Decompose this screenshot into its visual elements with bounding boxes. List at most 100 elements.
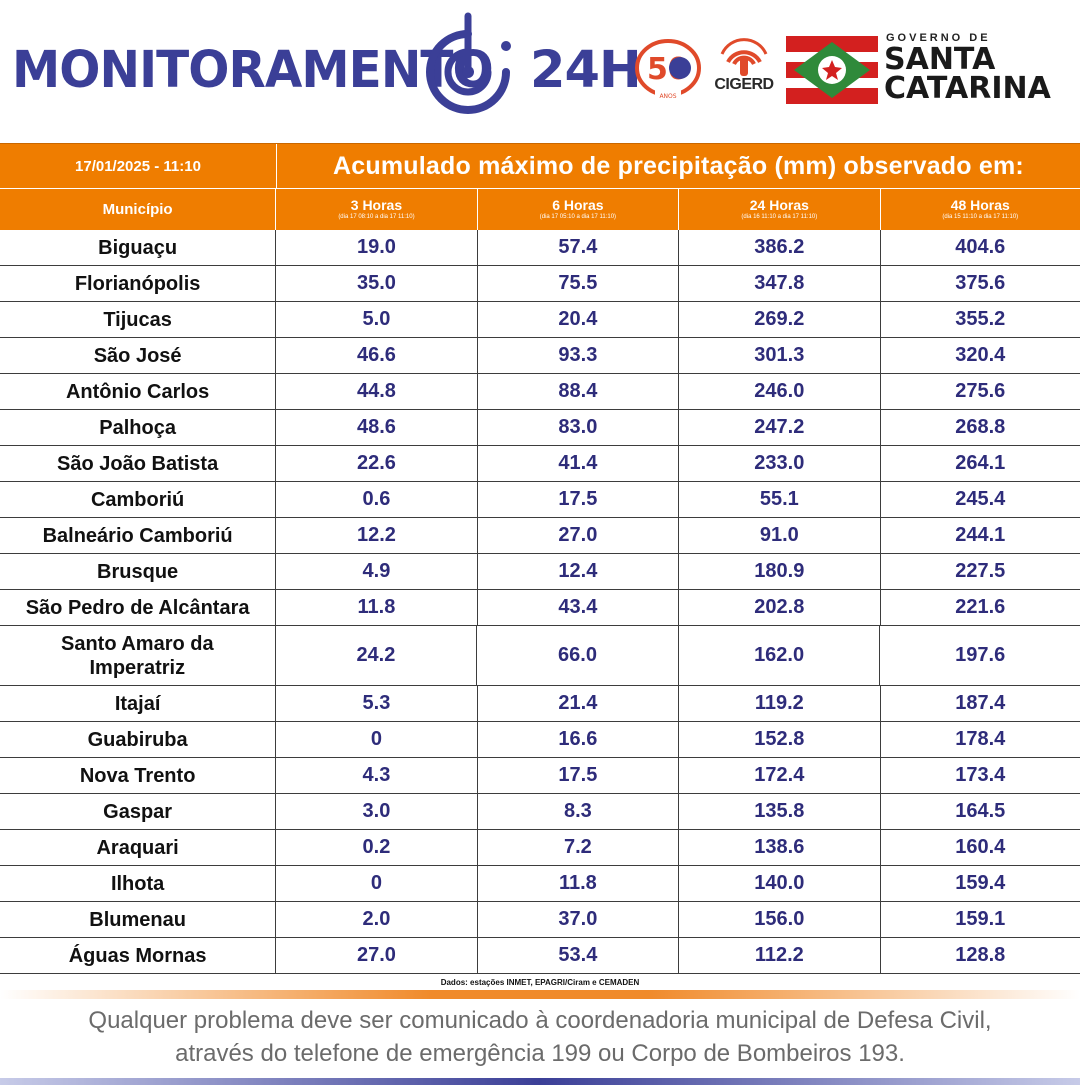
table-header-columns: Município 3 Horas (dia 17 08:10 a dia 17…	[0, 189, 1080, 230]
municipio-name: Tijucas	[0, 302, 277, 337]
value-24h: 152.8	[679, 722, 881, 757]
municipio-name: Florianópolis	[0, 266, 277, 301]
value-48h: 221.6	[955, 596, 1006, 618]
value-24h: 386.2	[679, 230, 881, 265]
municipio-name: São João Batista	[0, 446, 277, 481]
value-3h: 11.8	[276, 590, 478, 625]
table-row: Araquari 0.2 7.2 138.6 160.4	[0, 830, 1080, 866]
value-48h: 187.4	[955, 692, 1006, 714]
value-48h: 355.2	[955, 308, 1006, 330]
municipio-name: Itajaí	[0, 686, 277, 721]
value-3h: 12.2	[276, 518, 478, 553]
period-label: 6 Horas	[552, 197, 604, 213]
value-3h: 5.3	[276, 686, 478, 721]
table-row: São José 46.6 93.3 301.3 320.4	[0, 338, 1080, 374]
value-6h: 12.4	[478, 554, 680, 589]
value-24h: 138.6	[679, 830, 881, 865]
value-6h: 53.4	[478, 938, 680, 973]
municipio-name: Camboriú	[0, 482, 277, 517]
table-row: Palhoça 48.6 83.0 247.2 268.8	[0, 410, 1080, 446]
table-row: Guabiruba 0 16.6 152.8 178.4	[0, 722, 1080, 758]
column-header-48h: 48 Horas (dia 15 11:10 a dia 17 11:10)	[881, 189, 1080, 230]
value-3h: 0	[276, 866, 478, 901]
table-header-top: 17/01/2025 - 11:10 Acumulado máximo de p…	[0, 143, 1080, 189]
brand-title-suffix: 24H	[530, 41, 642, 100]
period-label: 3 Horas	[350, 197, 403, 213]
value-6h: 88.4	[478, 374, 680, 409]
monitoring-target-icon	[426, 12, 511, 114]
brand-title: MONITORAMENTO	[12, 41, 494, 100]
municipio-name: Nova Trento	[0, 758, 277, 793]
period-range: (dia 17 08:10 a dia 17 11:10)	[338, 214, 415, 220]
table-row: Camboriú 0.6 17.5 55.1 245.4	[0, 482, 1080, 518]
value-6h: 17.5	[478, 482, 680, 517]
fifty-years-logo: 50 ANOS	[635, 39, 701, 100]
value-6h: 16.6	[478, 722, 680, 757]
value-24h: 247.2	[679, 410, 881, 445]
value-48h: 178.4	[955, 728, 1006, 750]
value-24h: 347.8	[679, 266, 881, 301]
state-name-line1: SANTA	[884, 42, 996, 77]
municipio-name: Balneário Camboriú	[0, 518, 277, 553]
precipitation-table: 17/01/2025 - 11:10 Acumulado máximo de p…	[0, 143, 1080, 992]
value-48h: 404.6	[955, 236, 1006, 258]
municipio-name: Brusque	[0, 554, 277, 589]
value-48h: 245.4	[955, 488, 1006, 510]
value-3h: 0.2	[276, 830, 478, 865]
period-range: (dia 15 11:10 a dia 17 11:10)	[942, 214, 1019, 220]
column-header-6h: 6 Horas (dia 17 05:10 a dia 17 11:10)	[478, 189, 680, 230]
table-row: Brusque 4.9 12.4 180.9 227.5	[0, 554, 1080, 590]
value-48h: 128.8	[955, 944, 1006, 966]
value-3h: 5.0	[276, 302, 478, 337]
value-3h: 4.3	[276, 758, 478, 793]
value-24h: 55.1	[679, 482, 881, 517]
value-24h: 135.8	[679, 794, 881, 829]
value-48h: 268.8	[955, 416, 1006, 438]
value-6h: 83.0	[478, 410, 680, 445]
value-6h: 57.4	[478, 230, 680, 265]
value-24h: 269.2	[679, 302, 881, 337]
footer-bottom-bar	[0, 1078, 1080, 1085]
municipio-name: Águas Mornas	[0, 938, 277, 973]
value-6h: 8.3	[478, 794, 680, 829]
state-name-line2: CATARINA	[884, 71, 1051, 106]
value-6h: 7.2	[478, 830, 680, 865]
column-header-24h: 24 Horas (dia 16 11:10 a dia 17 11:10)	[679, 189, 881, 230]
column-header-3h: 3 Horas (dia 17 08:10 a dia 17 11:10)	[276, 189, 478, 230]
table-row: Florianópolis 35.0 75.5 347.8 375.6	[0, 266, 1080, 302]
municipio-name: Biguaçu	[0, 230, 277, 265]
value-6h: 93.3	[478, 338, 680, 373]
table-row: São Pedro de Alcântara 11.8 43.4 202.8 2…	[0, 590, 1080, 626]
value-6h: 27.0	[478, 518, 680, 553]
value-3h: 19.0	[276, 230, 478, 265]
value-3h: 3.0	[276, 794, 478, 829]
value-3h: 48.6	[276, 410, 478, 445]
table-row: Antônio Carlos 44.8 88.4 246.0 275.6	[0, 374, 1080, 410]
table-row: Águas Mornas 27.0 53.4 112.2 128.8	[0, 938, 1080, 974]
table-caption: Acumulado máximo de precipitação (mm) ob…	[333, 151, 1024, 180]
value-24h: 301.3	[679, 338, 881, 373]
value-24h: 140.0	[679, 866, 881, 901]
value-48h: 159.1	[955, 908, 1006, 930]
municipio-name: Ilhota	[0, 866, 277, 901]
value-3h: 2.0	[276, 902, 478, 937]
value-24h: 246.0	[679, 374, 881, 409]
value-48h: 160.4	[955, 836, 1006, 858]
value-48h: 159.4	[955, 872, 1006, 894]
value-3h: 0.6	[276, 482, 478, 517]
value-24h: 180.9	[679, 554, 881, 589]
footer-notice: Qualquer problema deve ser comunicado à …	[0, 1004, 1080, 1070]
value-24h: 162.0	[679, 626, 881, 685]
table-row: Gaspar 3.0 8.3 135.8 164.5	[0, 794, 1080, 830]
table-row: Itajaí 5.3 21.4 119.2 187.4	[0, 686, 1080, 722]
value-6h: 21.4	[478, 686, 680, 721]
value-24h: 112.2	[679, 938, 881, 973]
municipio-name: São Pedro de Alcântara	[0, 590, 277, 625]
footer-notice-line1: Qualquer problema deve ser comunicado à …	[88, 1007, 992, 1034]
value-24h: 233.0	[679, 446, 881, 481]
table-row: Ilhota 0 11.8 140.0 159.4	[0, 866, 1080, 902]
table-row: Blumenau 2.0 37.0 156.0 159.1	[0, 902, 1080, 938]
period-range: (dia 16 11:10 a dia 17 11:10)	[741, 214, 818, 220]
value-48h: 197.6	[955, 644, 1006, 666]
municipio-name: Araquari	[0, 830, 277, 865]
